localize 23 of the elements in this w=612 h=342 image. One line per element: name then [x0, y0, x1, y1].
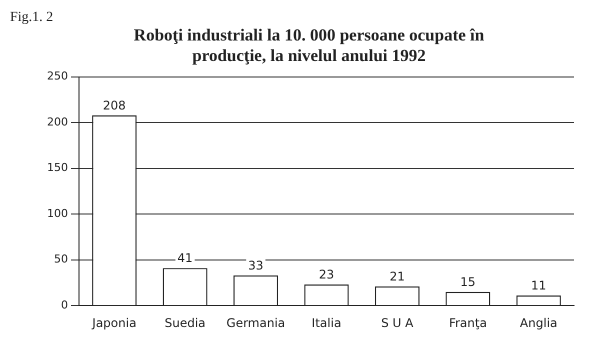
x-tick-label: Franţa: [448, 316, 487, 330]
data-label: 21: [390, 270, 405, 284]
y-tick-label: 250: [46, 70, 68, 83]
x-tick-label: S U A: [381, 316, 414, 330]
text: Roboţi industriali la 10. 000 persoane ocupate în: [134, 26, 484, 45]
y-tick-label: 100: [46, 206, 68, 220]
x-tick-label: Suedia: [164, 316, 206, 330]
y-tick-label: 150: [46, 161, 68, 174]
y-tick-label: 50: [54, 252, 68, 266]
x-tick-label: Japonia: [91, 316, 136, 330]
data-label: 33: [248, 258, 264, 273]
x-tick-label: Germania: [226, 316, 286, 330]
data-label: 11: [531, 278, 546, 293]
x-tick-label: Anglia: [520, 316, 558, 330]
data-label: 208: [102, 98, 126, 112]
caption: Fig.1. 2: [10, 10, 54, 26]
data-label: 15: [460, 274, 476, 289]
data-label: 23: [318, 268, 334, 282]
text: producţie, la nivelul anului 1992: [192, 46, 426, 65]
x-tick-label: Italia: [312, 316, 342, 330]
data-label: 41: [177, 251, 193, 266]
y-tick-label: 0: [60, 298, 68, 312]
y-tick-label: 200: [46, 115, 68, 128]
